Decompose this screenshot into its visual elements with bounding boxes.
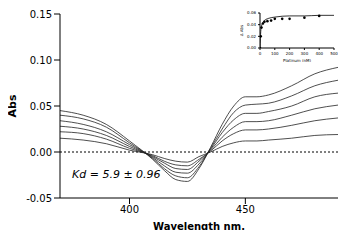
svg-text:Wavelength nm.: Wavelength nm. (153, 221, 245, 230)
svg-text:0: 0 (259, 51, 262, 56)
svg-text:0.10: 0.10 (30, 55, 52, 66)
svg-text:0.00: 0.00 (247, 45, 256, 50)
svg-text:-0.05: -0.05 (26, 193, 52, 204)
svg-text:0.02: 0.02 (247, 34, 256, 39)
svg-text:0.05: 0.05 (30, 101, 52, 112)
svg-text:0.15: 0.15 (30, 9, 52, 20)
svg-text:0.00: 0.00 (30, 147, 52, 158)
svg-text:0.04: 0.04 (247, 22, 256, 27)
html-text:Kd = 5.9 ± 0.96: Kd = 5.9 ± 0.96 (72, 168, 161, 181)
svg-text:Δ Abs: Δ Abs (240, 25, 244, 36)
svg-text:Platinum (nM): Platinum (nM) (283, 58, 311, 62)
svg-text:500: 500 (330, 51, 338, 56)
svg-text:0.06: 0.06 (247, 10, 256, 15)
svg-text:200: 200 (286, 51, 294, 56)
svg-text:Abs: Abs (8, 94, 19, 117)
svg-text:400: 400 (315, 51, 323, 56)
svg-text:400: 400 (120, 204, 139, 215)
svg-text:300: 300 (301, 51, 309, 56)
svg-text:450: 450 (236, 204, 255, 215)
svg-text:100: 100 (271, 51, 279, 56)
